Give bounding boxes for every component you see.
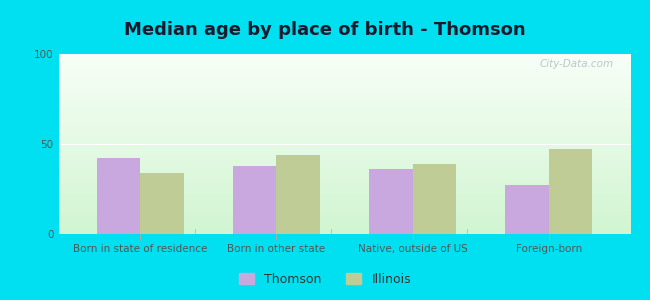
Bar [369,169,413,234]
Bar [549,149,592,234]
Bar [276,155,320,234]
Text: Median age by place of birth - Thomson: Median age by place of birth - Thomson [124,21,526,39]
Bar [97,158,140,234]
Text: City-Data.com: City-Data.com [540,59,614,69]
Legend: Thomson, Illinois: Thomson, Illinois [234,268,416,291]
Bar [140,173,184,234]
Bar [505,185,549,234]
Bar [413,164,456,234]
Bar [233,166,276,234]
